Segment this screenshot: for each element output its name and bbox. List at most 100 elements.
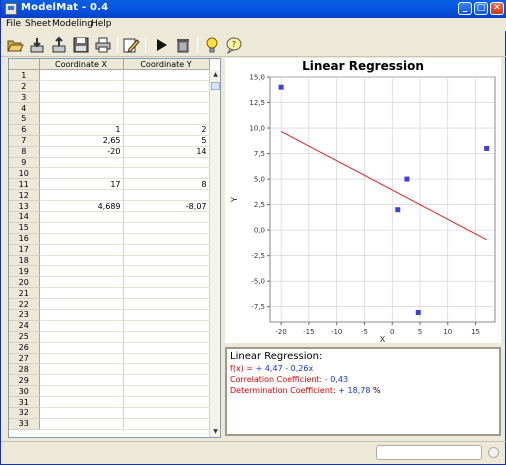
- cell-y[interactable]: 2: [123, 124, 210, 136]
- cell-y[interactable]: [123, 91, 210, 104]
- row-number: 24: [9, 320, 40, 332]
- menu-modeling[interactable]: Modeling: [52, 19, 93, 29]
- cell-x[interactable]: 1: [39, 124, 124, 136]
- cell-y[interactable]: 14: [123, 146, 210, 158]
- scroll-thumb[interactable]: [211, 82, 220, 90]
- cell-y[interactable]: [123, 407, 210, 419]
- cell-x[interactable]: [39, 102, 124, 114]
- cell-x[interactable]: [39, 353, 124, 365]
- cell-y[interactable]: [123, 265, 210, 278]
- row-number: 12: [9, 189, 40, 202]
- column-header-y[interactable]: Coordinate Y: [123, 59, 210, 71]
- menu-file[interactable]: File: [6, 19, 22, 29]
- cell-y[interactable]: [123, 189, 210, 202]
- help-icon[interactable]: ?: [225, 36, 243, 55]
- cell-x[interactable]: 4,689: [39, 200, 124, 212]
- cell-x[interactable]: [39, 363, 124, 376]
- scroll-up-icon[interactable]: ▲: [213, 71, 218, 78]
- toolbar-separator: [197, 37, 198, 53]
- cell-x[interactable]: [39, 298, 124, 310]
- cell-x[interactable]: [39, 211, 124, 223]
- cell-x[interactable]: [39, 244, 124, 256]
- open-folder-icon[interactable]: [6, 36, 24, 54]
- cell-y[interactable]: 5: [123, 135, 210, 147]
- delete-icon[interactable]: [174, 36, 192, 54]
- app-icon: [5, 3, 17, 15]
- cell-y[interactable]: [123, 211, 210, 223]
- cell-x[interactable]: -20: [39, 146, 124, 158]
- cell-y[interactable]: [123, 374, 210, 387]
- vertical-scrollbar[interactable]: ▲ ▼: [209, 70, 220, 437]
- cell-x[interactable]: [39, 331, 124, 343]
- cell-x[interactable]: [39, 418, 124, 430]
- cell-x[interactable]: 2,65: [39, 135, 124, 147]
- cell-x[interactable]: [39, 407, 124, 419]
- cell-x[interactable]: [39, 69, 124, 82]
- cell-x[interactable]: 17: [39, 178, 124, 191]
- tip-icon[interactable]: [203, 36, 221, 54]
- cell-y[interactable]: [123, 113, 210, 125]
- cell-x[interactable]: [39, 80, 124, 93]
- cell-y[interactable]: [123, 276, 210, 289]
- cell-y[interactable]: [123, 222, 210, 234]
- cell-y[interactable]: [123, 331, 210, 343]
- data-sheet[interactable]: Coordinate X Coordinate Y 1 2 3 4 5 6 1 2 7 2,65 5…: [8, 58, 221, 438]
- cell-y[interactable]: [123, 396, 210, 408]
- export-icon[interactable]: [50, 36, 68, 54]
- cell-y[interactable]: [123, 287, 210, 300]
- cell-y[interactable]: [123, 244, 210, 256]
- cell-x[interactable]: [39, 309, 124, 321]
- menu-sheet[interactable]: Sheet: [25, 19, 52, 29]
- cell-y[interactable]: [123, 157, 210, 169]
- cell-x[interactable]: [39, 255, 124, 267]
- cell-y[interactable]: [123, 353, 210, 365]
- cell-x[interactable]: [39, 222, 124, 234]
- cell-y[interactable]: [123, 233, 210, 245]
- row-number: 10: [9, 167, 40, 180]
- title-bar[interactable]: ModelMat - 0.4 _ □ ✕: [1, 0, 506, 18]
- cell-y[interactable]: [123, 298, 210, 310]
- minimize-button[interactable]: _: [458, 2, 472, 15]
- save-icon[interactable]: [72, 36, 90, 54]
- cell-y[interactable]: [123, 80, 210, 93]
- cell-y[interactable]: [123, 255, 210, 267]
- cell-x[interactable]: [39, 276, 124, 289]
- cell-x[interactable]: [39, 113, 124, 125]
- run-icon[interactable]: [152, 36, 170, 54]
- correlation-line: Correlation Coefficient: - 0,43: [230, 374, 496, 385]
- cell-x[interactable]: [39, 342, 124, 354]
- cell-y[interactable]: [123, 309, 210, 321]
- cell-y[interactable]: [123, 418, 210, 430]
- cell-x[interactable]: [39, 287, 124, 300]
- cell-y[interactable]: -8,07: [123, 200, 210, 212]
- cell-x[interactable]: [39, 189, 124, 202]
- cell-x[interactable]: [39, 396, 124, 408]
- cell-y[interactable]: [123, 167, 210, 180]
- cell-x[interactable]: [39, 265, 124, 278]
- cell-x[interactable]: [39, 374, 124, 387]
- row-number: 17: [9, 244, 40, 256]
- cell-y[interactable]: 8: [123, 178, 210, 191]
- row-number: 25: [9, 331, 40, 343]
- edit-icon[interactable]: [122, 36, 140, 54]
- cell-x[interactable]: [39, 385, 124, 398]
- cell-y[interactable]: [123, 69, 210, 82]
- close-button[interactable]: ✕: [490, 2, 504, 15]
- cell-x[interactable]: [39, 233, 124, 245]
- cell-x[interactable]: [39, 157, 124, 169]
- regression-chart: -20 -15 -10 -5 0 5 10 15 15,0 12,5 10,0 7,5 5,0 2,5 0,…: [230, 74, 496, 343]
- column-header-x[interactable]: Coordinate X: [39, 59, 124, 71]
- cell-y[interactable]: [123, 342, 210, 354]
- scroll-down-icon[interactable]: ▼: [213, 428, 218, 435]
- import-icon[interactable]: [28, 36, 46, 54]
- cell-y[interactable]: [123, 102, 210, 114]
- maximize-button[interactable]: □: [474, 2, 488, 15]
- cell-x[interactable]: [39, 91, 124, 104]
- print-icon[interactable]: [94, 36, 112, 54]
- menu-help[interactable]: Help: [91, 19, 112, 29]
- cell-x[interactable]: [39, 320, 124, 332]
- cell-y[interactable]: [123, 320, 210, 332]
- cell-x[interactable]: [39, 167, 124, 180]
- cell-y[interactable]: [123, 363, 210, 376]
- cell-y[interactable]: [123, 385, 210, 398]
